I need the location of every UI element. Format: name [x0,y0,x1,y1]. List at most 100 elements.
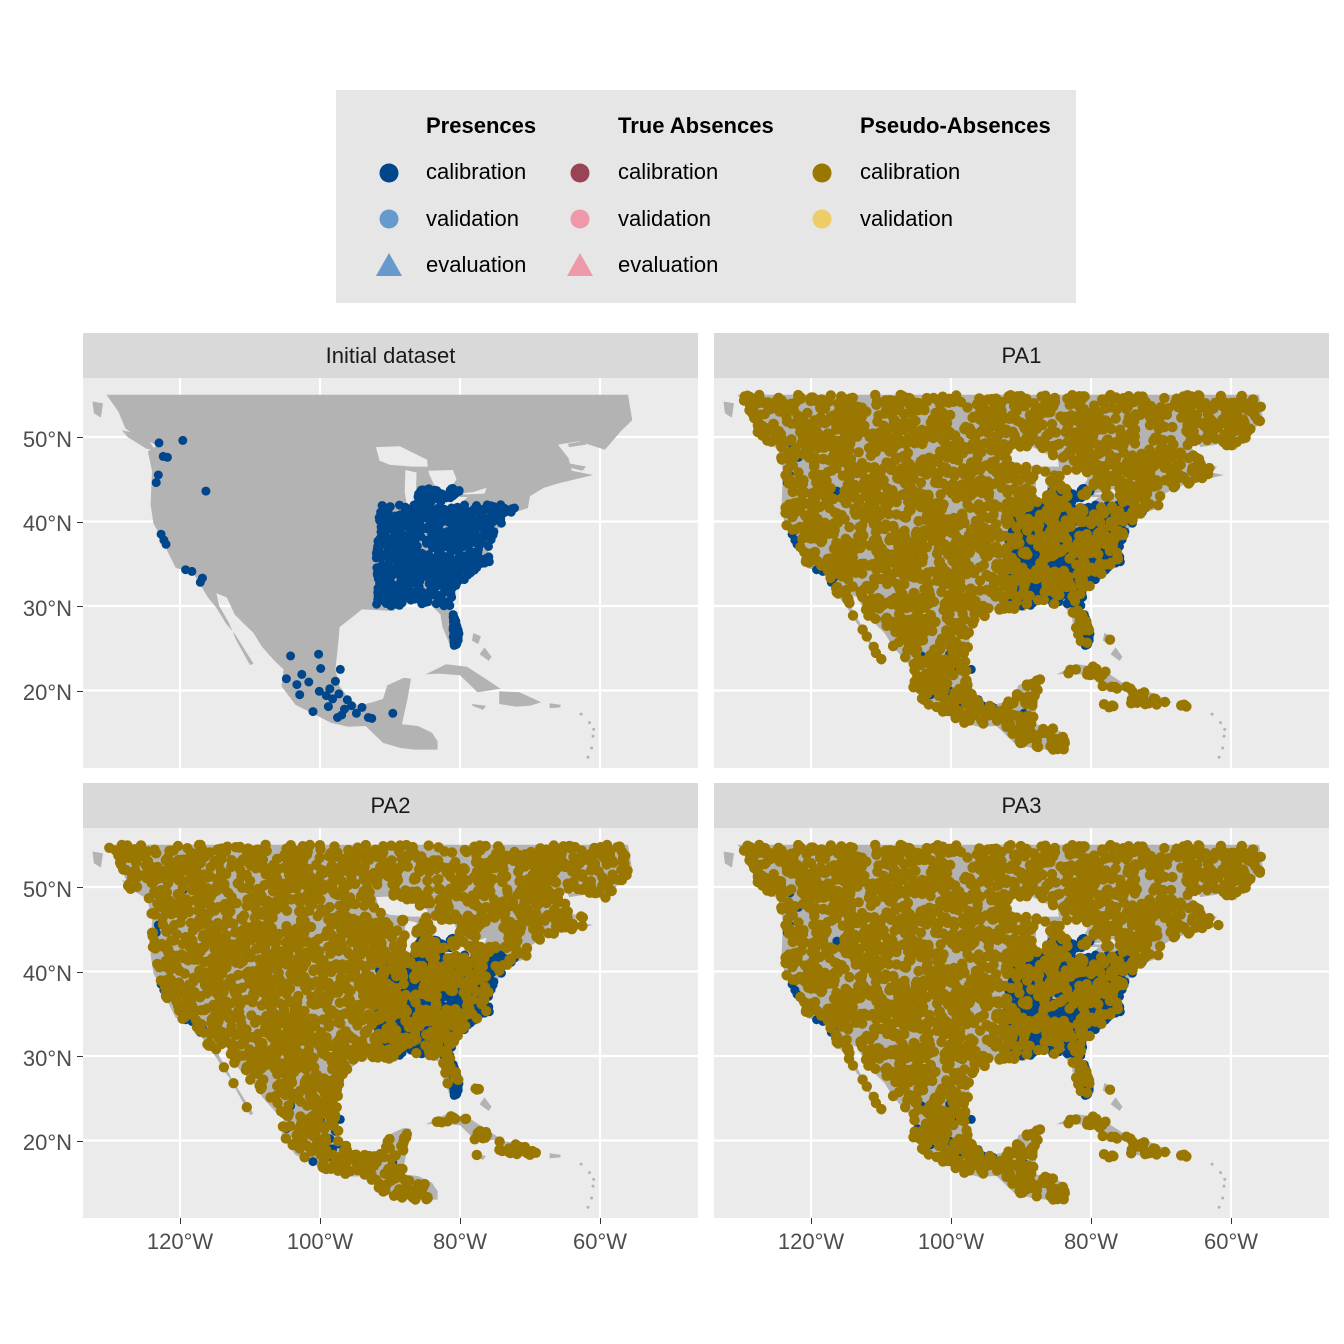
point [959,666,970,677]
point [1111,683,1123,694]
point [1047,444,1058,455]
point [1013,488,1024,499]
land-islet [586,1205,590,1209]
point [938,579,949,591]
land-islet [1219,721,1222,725]
point [831,424,842,435]
point [948,478,959,489]
point [1021,441,1032,452]
point [1126,698,1137,709]
point [913,461,924,472]
land-island [471,633,481,644]
point [983,394,994,405]
point [956,508,968,519]
point [815,402,826,414]
point [401,560,411,569]
point [933,526,944,537]
point [825,390,836,401]
point [915,535,926,546]
point [819,442,830,453]
point [1118,516,1129,527]
point [951,641,962,653]
point [1050,587,1062,598]
point [962,499,973,510]
facet-strip-pa2 [83,783,698,828]
point [996,482,1007,493]
point [987,463,998,475]
point [786,434,797,445]
point [1020,578,1031,589]
point [937,407,949,419]
point [1005,503,1016,514]
point [905,623,917,635]
point [1050,519,1061,530]
point [1167,463,1178,474]
point [375,537,385,547]
point [1040,727,1052,739]
land-islet [586,755,590,759]
point [894,402,905,413]
facet-initial-dataset: Initial dataset [83,333,698,768]
facet-strip-label-initial: Initial dataset [325,343,456,368]
point [1174,469,1185,481]
point [1127,506,1138,517]
point [762,435,773,446]
point [1162,444,1173,456]
legend-label-presence-validation: validation [426,206,519,231]
point [1063,668,1074,679]
point [927,535,939,546]
point [1022,549,1033,560]
point [993,448,1005,459]
point [374,513,384,522]
legend-label-pseudo-absence-validation: validation [860,206,953,231]
point [814,501,825,513]
point [1014,537,1025,549]
point [934,556,945,567]
point [1135,688,1146,700]
point [460,519,470,529]
point [1015,390,1026,402]
point [1000,543,1012,554]
legend-title-presences: Presences [426,113,537,138]
point [816,394,827,405]
point [1133,393,1144,404]
point [867,447,879,458]
point [941,566,952,577]
point [985,437,996,448]
point [886,595,897,606]
point [913,515,924,527]
point [985,586,996,597]
point [847,610,859,621]
point [1096,447,1107,458]
point [1182,390,1193,401]
point [890,466,901,477]
point [468,547,478,557]
point [822,466,833,478]
point [1227,436,1238,448]
land-island [1110,647,1123,661]
point [1097,680,1108,692]
point [1084,580,1095,592]
point [1175,459,1186,470]
point [1061,501,1072,512]
point [422,597,432,607]
point [839,448,851,460]
point [1250,404,1261,415]
point [958,624,969,635]
point [852,417,863,429]
point [939,673,950,684]
point [1240,432,1251,443]
point [1046,418,1058,430]
point [297,669,307,679]
point [1140,481,1151,492]
point [983,512,994,524]
point [1118,529,1129,541]
point [899,417,910,428]
point [886,575,897,586]
point [811,533,823,544]
point [1018,735,1029,746]
point [281,674,291,684]
point [962,402,973,413]
point [946,626,957,637]
point [1103,490,1115,502]
